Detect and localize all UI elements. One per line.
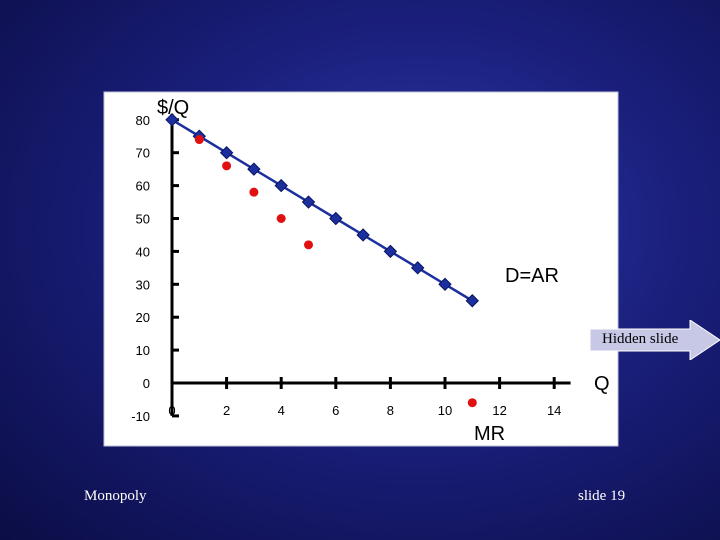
chart-axes (170, 113, 571, 418)
plot-area (103, 91, 619, 447)
y-tick-label: 70 (136, 146, 150, 161)
y-tick-label: 40 (136, 244, 150, 259)
mr-point (249, 187, 259, 197)
demand-point (274, 178, 288, 193)
x-tick-label: 12 (492, 403, 506, 418)
series-layer (165, 113, 480, 408)
badge-arrow-shape (590, 320, 720, 360)
x-tick-label: 14 (547, 403, 561, 418)
y-tick-label: 0 (143, 376, 150, 391)
x-tick-label: 10 (438, 403, 452, 418)
x-tick-label: 2 (223, 403, 230, 418)
mr-point (194, 135, 204, 145)
y-tick-label: 60 (136, 179, 150, 194)
series-label-mr: MR (474, 423, 505, 445)
x-tick-label: 8 (387, 403, 394, 418)
demand-point (438, 277, 452, 292)
demand-point (410, 261, 425, 275)
y-tick-label: 80 (136, 113, 150, 128)
demand-point (301, 195, 316, 209)
y-tick-label: 30 (136, 277, 150, 292)
y-axis-label: $/Q (157, 97, 189, 119)
mr-point (304, 240, 313, 250)
demand-point (356, 228, 370, 242)
x-tick-label: 6 (332, 403, 339, 418)
y-tick-label: 10 (136, 343, 150, 358)
demand-point (383, 244, 398, 259)
x-tick-labels: 0 2 4 6 8 10 12 14 (168, 403, 561, 418)
demand-point (247, 162, 261, 176)
y-tick-label: -10 (131, 409, 150, 424)
demand-point (329, 211, 343, 226)
mr-point (222, 161, 232, 171)
hidden-slide-badge: Hidden slide (590, 320, 720, 360)
demand-line (171, 118, 473, 302)
y-tick-label: 50 (136, 212, 150, 227)
mr-point (467, 398, 477, 408)
x-axis-label: Q (594, 373, 610, 395)
slide-number: slide 19 (578, 488, 626, 504)
mr-point (276, 214, 286, 223)
demand-point (465, 294, 480, 308)
hidden-slide-text: Hidden slide (602, 331, 679, 347)
y-tick-label: 20 (136, 310, 150, 325)
demand-point (165, 113, 179, 127)
y-tick-labels: 80 70 60 50 40 30 20 10 0 -10 (131, 113, 150, 424)
series-label-demand: D=AR (505, 265, 559, 287)
x-tick-label: 4 (278, 403, 285, 418)
x-tick-label: 0 (168, 403, 175, 418)
footer-title: Monopoly (84, 488, 147, 504)
demand-point (219, 145, 234, 160)
